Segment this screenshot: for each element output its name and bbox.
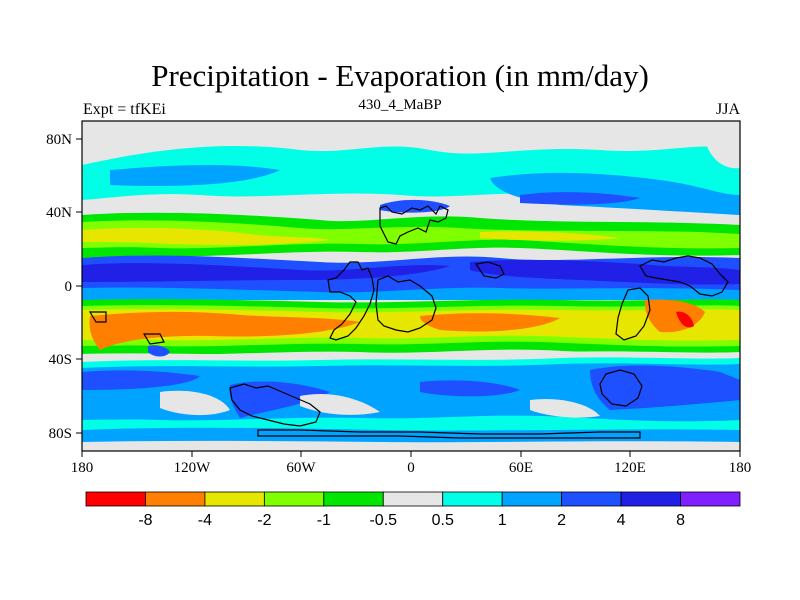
period-label: 430_4_MaBP <box>358 97 442 113</box>
colorbar-segment <box>382 491 444 507</box>
region-south-light-1 <box>160 390 230 416</box>
y-tick-label: 80N <box>46 132 72 148</box>
colorbar-segment <box>680 491 741 507</box>
y-axis <box>76 138 82 434</box>
colorbar-label: 0.5 <box>432 512 454 529</box>
coastline-south-america <box>375 275 437 333</box>
region-south-deep-2 <box>229 381 330 418</box>
region-south-atlantic-orange <box>420 313 560 332</box>
coastline-maritime <box>615 287 651 341</box>
region-island-south-west <box>148 345 170 357</box>
season-label: JJA <box>715 101 740 118</box>
coastline-asia <box>639 255 729 297</box>
x-tick-label: 180 <box>71 460 94 476</box>
region-extreme-dry <box>676 311 694 328</box>
x-axis <box>81 451 741 457</box>
region-north-blue-2 <box>490 172 740 215</box>
region-south-deep-3 <box>590 365 740 410</box>
y-tick-label: 0 <box>65 279 73 295</box>
x-tick-label: 60E <box>509 460 533 476</box>
region-equator-moist <box>82 287 740 300</box>
colorbar-segment <box>323 491 384 507</box>
colorbar-label: -1 <box>317 512 331 529</box>
y-tick-label: 40S <box>49 352 72 368</box>
region-north-blue <box>110 165 280 187</box>
region-equator-deep-2 <box>470 259 740 285</box>
colorbar-label: 1 <box>498 512 507 529</box>
region-south-deep <box>82 370 200 390</box>
coastline-australia <box>599 369 643 407</box>
colorbar-segment <box>561 491 622 507</box>
region-atlantic-north <box>380 199 450 213</box>
colorbar-label: -2 <box>257 512 271 529</box>
region-south-light-2 <box>300 393 380 415</box>
colorbar-label: -4 <box>198 512 212 529</box>
region-equator-deep <box>82 263 450 282</box>
coastline-africa <box>474 261 505 279</box>
colorbar-label: -0.5 <box>369 512 397 529</box>
coastlines <box>88 205 729 439</box>
colorbar-label: 4 <box>617 512 626 529</box>
coastline-central-america <box>327 261 375 341</box>
colorbar-segment <box>442 491 503 507</box>
colorbar-segment <box>263 491 325 507</box>
coastline-south-island <box>142 333 165 345</box>
region-south-light-3 <box>530 398 600 418</box>
colorbar-segment <box>85 491 146 507</box>
x-tick-label: 120E <box>614 460 646 476</box>
region-antarctic-neutral <box>82 440 740 451</box>
x-tick-label: 180 <box>729 460 752 476</box>
region-north-deep <box>520 192 640 205</box>
x-tick-label: 120W <box>174 460 212 476</box>
colorbar-label: -8 <box>138 512 152 529</box>
y-tick-label: 80S <box>49 426 72 442</box>
region-north-dry-core-2 <box>480 231 620 241</box>
coastline-pacific-island <box>88 311 107 323</box>
region-south-deep-4 <box>420 380 520 397</box>
region-north-dry-core <box>82 227 330 245</box>
region-island-north-east <box>705 138 740 169</box>
colorbar-label: 8 <box>676 512 685 529</box>
coastline-antarctica-west <box>229 383 321 427</box>
chart-title: Precipitation - Evaporation (in mm/day) <box>151 58 649 93</box>
colorbar-segment <box>620 491 681 507</box>
colorbar: -8 -4 -2 -1 -0.5 0.5 1 2 4 8 <box>85 491 741 529</box>
colorbar-segment <box>204 491 265 507</box>
region-south-pacific-orange <box>89 311 361 350</box>
map-field <box>82 121 740 451</box>
colorbar-label: 2 <box>557 512 566 529</box>
colorbar-segment <box>501 491 563 507</box>
colorbar-segment <box>145 491 206 507</box>
y-tick-label: 40N <box>46 205 72 221</box>
coastline-antarctica <box>257 429 641 439</box>
x-tick-label: 60W <box>286 460 316 476</box>
experiment-label: Expt = tfKEi <box>83 101 166 118</box>
coastline-north-america <box>379 205 449 245</box>
x-tick-label: 0 <box>407 460 415 476</box>
